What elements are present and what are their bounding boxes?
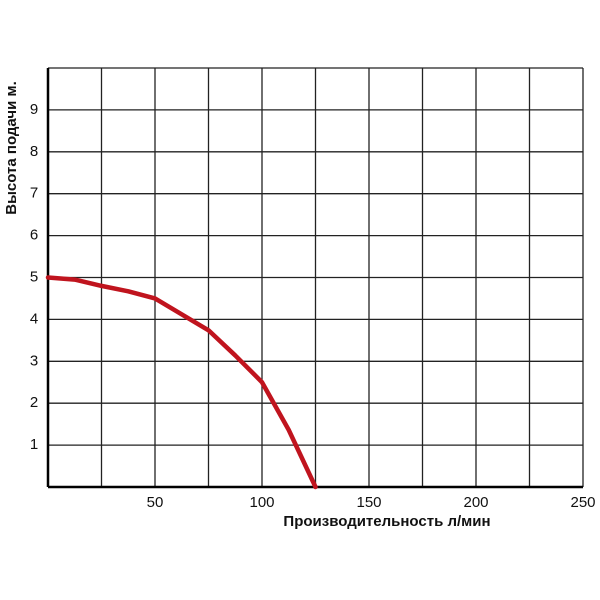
x-tick-label: 250 <box>570 494 595 511</box>
data-line <box>45 275 318 490</box>
y-tick-label: 6 <box>30 227 38 244</box>
x-axis-label: Производительность л/мин <box>283 513 490 530</box>
y-tick-label: 3 <box>30 352 38 369</box>
x-tick-label: 100 <box>249 494 274 511</box>
x-tick-label: 150 <box>356 494 381 511</box>
x-tick-label: 50 <box>147 494 164 511</box>
x-tick-label: 200 <box>463 494 488 511</box>
y-tick-label: 1 <box>30 436 38 453</box>
y-tick-label: 2 <box>30 394 38 411</box>
y-tick-label: 5 <box>30 268 38 285</box>
y-tick-label: 4 <box>30 310 38 327</box>
y-tick-label: 8 <box>30 143 38 160</box>
y-axis-label: Высота подачи м. <box>3 81 20 215</box>
y-tick-label: 9 <box>30 101 38 118</box>
y-tick-label: 7 <box>30 185 38 202</box>
